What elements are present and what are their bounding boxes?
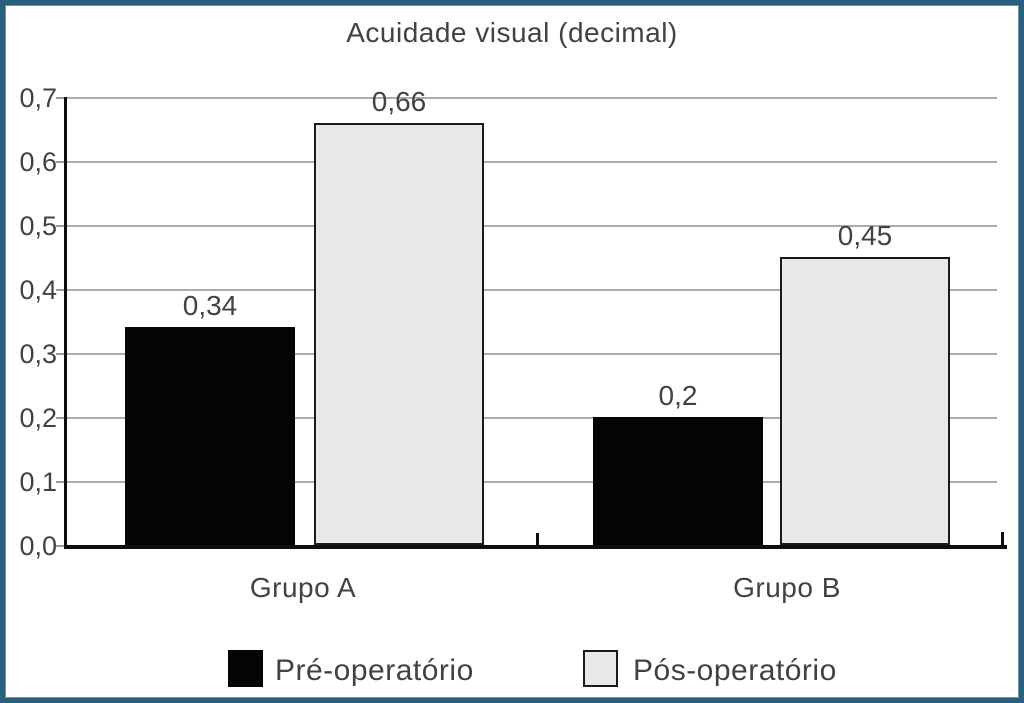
- bar-value-label-grupo-a-po-s-operato-rio: 0,66: [371, 86, 427, 117]
- gridline-0-2: [67, 417, 997, 419]
- y-axis-tick-0-3: [56, 353, 64, 355]
- y-axis-tick-0-5: [56, 225, 64, 227]
- x-axis: [64, 545, 1007, 549]
- gridline-0-6: [67, 161, 997, 163]
- x-axis-category-divider-tick: [536, 533, 539, 545]
- bar-grupo-b-pre-operato-rio: [593, 417, 763, 545]
- y-tick-label: 0,6: [19, 147, 57, 177]
- legend-swatch-po-s-operato-rio: [583, 650, 618, 687]
- y-axis-tick-0-7: [56, 97, 64, 99]
- gridline-0-3: [67, 353, 997, 355]
- chart-canvas: Acuidade visual (decimal) 0,0 0,1 0,2 0,3 0,…: [5, 5, 1019, 698]
- chart-title: Acuidade visual (decimal): [346, 17, 678, 48]
- gridline-0-1: [67, 481, 997, 483]
- bar-grupo-b-po-s-operato-rio: [780, 257, 950, 545]
- y-axis-tick-0-1: [56, 481, 64, 483]
- y-axis-tick-0-4: [56, 289, 64, 291]
- y-axis: [64, 97, 67, 549]
- bar-grupo-a-po-s-operato-rio: [314, 123, 484, 545]
- category-label-grupo-b: Grupo B: [733, 572, 841, 603]
- gridline-0-4: [67, 289, 997, 291]
- bar-value-label-grupo-a-pre-operato-rio: 0,34: [182, 290, 238, 321]
- gridline-0-7: [67, 97, 997, 99]
- bar-grupo-a-pre-operato-rio: [125, 327, 295, 545]
- bar-value-label-grupo-b-pre-operato-rio: 0,2: [658, 380, 698, 411]
- category-label-grupo-a: Grupo A: [249, 572, 357, 603]
- legend-label-pre-operato-rio: Pré-operatório: [275, 654, 474, 687]
- y-axis-tick-0-6: [56, 161, 64, 163]
- y-axis-tick-0-0: [56, 545, 64, 547]
- legend-label-po-s-operato-rio: Pós-operatório: [633, 654, 837, 687]
- bar-value-label-grupo-b-po-s-operato-rio: 0,45: [837, 220, 893, 251]
- gridline-0-5: [67, 225, 997, 227]
- y-tick-label: 0,3: [19, 339, 57, 369]
- y-tick-label: 0,2: [19, 403, 57, 433]
- y-tick-label: 0,0: [19, 531, 57, 561]
- y-tick-label: 0,4: [19, 275, 57, 305]
- x-axis-end-tick: [1001, 532, 1004, 545]
- y-tick-label: 0,1: [19, 467, 57, 497]
- legend-swatch-pre-operato-rio: [228, 650, 263, 687]
- y-axis-tick-0-2: [56, 417, 64, 419]
- y-tick-label: 0,7: [19, 83, 57, 113]
- y-tick-label: 0,5: [19, 211, 57, 241]
